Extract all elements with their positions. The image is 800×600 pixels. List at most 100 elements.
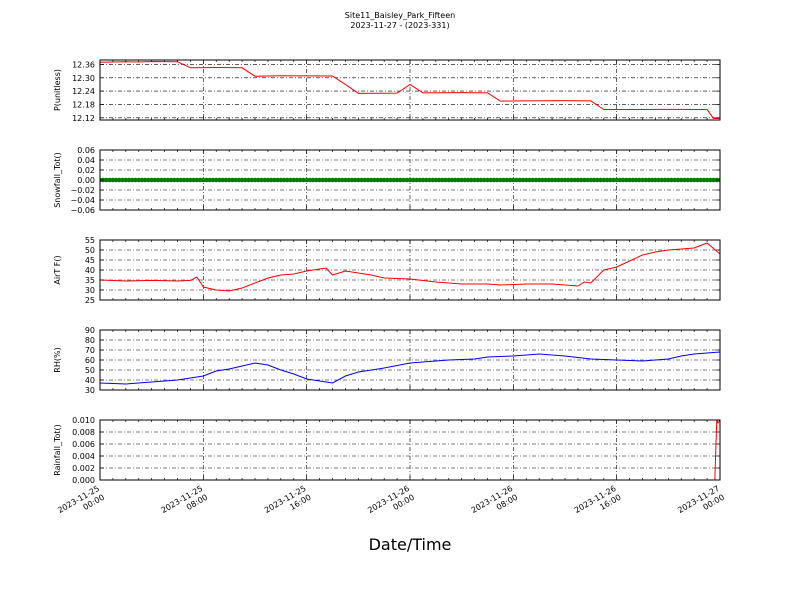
y-tick-label: 12.18 [72, 100, 95, 109]
data-point [636, 177, 642, 183]
data-point [427, 177, 432, 183]
data-point [149, 177, 154, 183]
data-point [472, 177, 477, 183]
data-point [507, 177, 513, 183]
y-tick-label: 0.000 [72, 476, 95, 485]
y-tick-label: 0.06 [77, 146, 95, 155]
data-point [142, 177, 148, 183]
data-point [656, 177, 661, 183]
data-point [572, 177, 577, 183]
data-point [349, 177, 355, 183]
data-point [591, 177, 597, 183]
data-point [223, 177, 229, 183]
data-point [633, 177, 639, 183]
data-point [252, 177, 258, 183]
data-point [417, 177, 422, 183]
y-tick-label: 90 [85, 326, 95, 335]
data-point [284, 177, 290, 183]
data-point [375, 177, 381, 183]
data-point [320, 177, 326, 183]
data-point [659, 177, 665, 183]
y-tick-label: 50 [85, 366, 95, 375]
data-point [543, 177, 548, 183]
data-point [575, 177, 581, 183]
series-line-1 [100, 420, 720, 480]
data-point [378, 177, 384, 183]
panel-5: 0.000 0.002 0.004 0.006 0.008 0.010 Rainfall_T… [53, 416, 721, 485]
data-point [488, 177, 494, 183]
data-point [226, 177, 232, 183]
data-point [653, 177, 658, 183]
data-point [614, 177, 619, 183]
data-point [585, 177, 590, 183]
data-point [556, 177, 561, 183]
y-tick-label: 80 [85, 336, 95, 345]
data-point [624, 177, 629, 183]
chart-subtitle: 2023-11-27 - (2023-331) [350, 21, 449, 30]
data-point [317, 177, 322, 183]
y-axis-label: Rainfall_Tot() [53, 424, 62, 476]
data-point [669, 177, 674, 183]
y-tick-label: 40 [85, 376, 95, 385]
data-point [498, 177, 503, 183]
data-point [110, 177, 116, 183]
data-point [536, 177, 542, 183]
y-tick-label: 0.02 [77, 166, 95, 175]
y-tick-label: −0.02 [70, 186, 95, 195]
y-tick-label: 30 [85, 386, 95, 395]
data-point [259, 177, 264, 183]
data-point [469, 177, 474, 183]
y-axis-label: P(unitless) [53, 69, 62, 111]
data-point [171, 177, 177, 183]
data-point [475, 177, 481, 183]
data-point [494, 177, 500, 183]
data-point [352, 177, 358, 183]
data-point [104, 177, 109, 183]
data-point [449, 177, 455, 183]
data-point [565, 177, 571, 183]
data-point [462, 177, 468, 183]
data-point [126, 177, 132, 183]
data-point [133, 177, 138, 183]
data-point [336, 177, 342, 183]
data-point [326, 177, 332, 183]
data-point [278, 177, 284, 183]
y-tick-label: 55 [85, 236, 95, 245]
y-tick-label: 12.12 [72, 114, 95, 123]
data-point [439, 177, 445, 183]
data-point [611, 177, 616, 183]
data-point [698, 177, 703, 183]
data-point [330, 177, 335, 183]
data-point [162, 177, 167, 183]
data-point [236, 177, 242, 183]
data-point [381, 177, 387, 183]
data-point [685, 177, 691, 183]
data-point [401, 177, 406, 183]
y-tick-label: 0.004 [72, 452, 95, 461]
data-point [268, 177, 274, 183]
data-point [708, 177, 713, 183]
y-tick-label: 70 [85, 346, 95, 355]
y-tick-label: −0.04 [70, 196, 95, 205]
data-point [339, 177, 345, 183]
y-tick-label: 0.002 [72, 464, 95, 473]
data-point [675, 177, 681, 183]
y-tick-label: 25 [85, 296, 95, 305]
data-point [288, 177, 293, 183]
data-point [688, 177, 694, 183]
data-point [643, 177, 649, 183]
data-point [243, 177, 248, 183]
data-point [181, 177, 187, 183]
data-point [385, 177, 390, 183]
data-point [682, 177, 687, 183]
data-point [627, 177, 632, 183]
data-point [207, 177, 213, 183]
data-point [107, 177, 112, 183]
data-point [129, 177, 135, 183]
data-point [588, 177, 594, 183]
series-line-1 [100, 61, 720, 119]
data-point [540, 177, 545, 183]
